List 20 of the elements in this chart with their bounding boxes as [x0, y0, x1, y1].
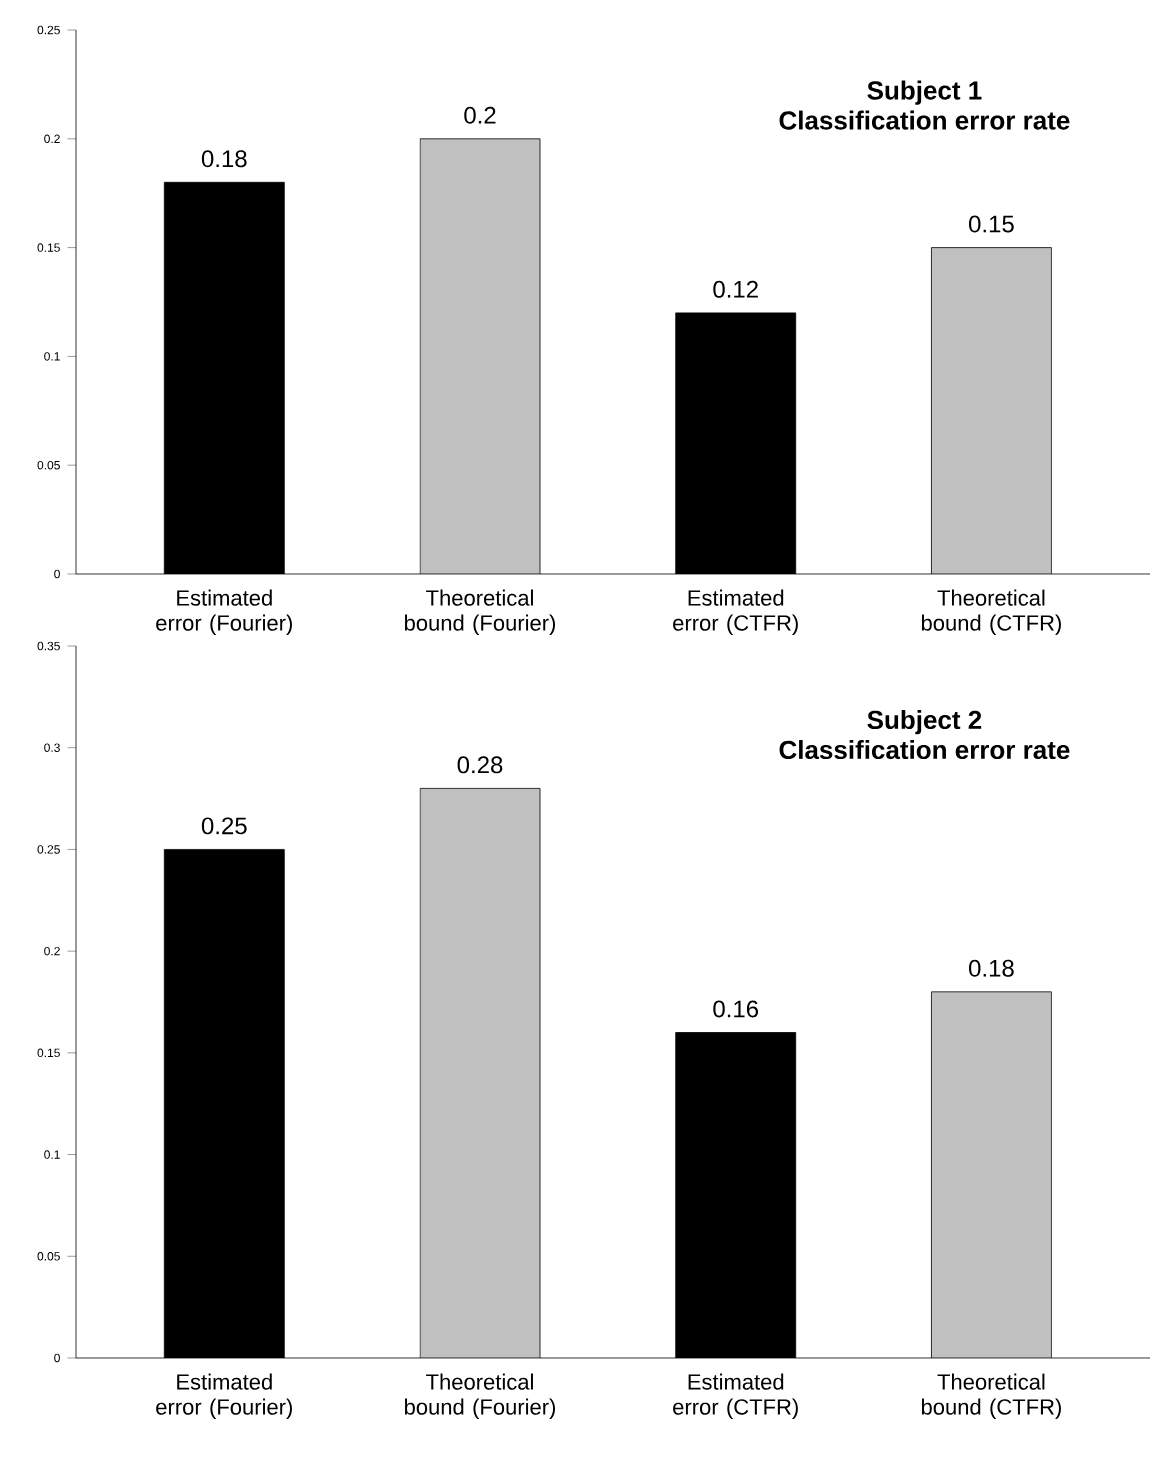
data-label: 0.18	[201, 150, 247, 168]
x-tick-label: Estimated error (Fourier)	[156, 589, 292, 636]
x-tick-label: Theoretical bound (CTFR)	[921, 1373, 1061, 1420]
text: Classification error rate	[779, 110, 1070, 130]
x-tick-label: Theoretical bound (Fourier)	[405, 1373, 556, 1420]
text: Subject 2	[867, 710, 982, 735]
x-tick-label: Theoretical bound (Fourier)	[405, 589, 556, 636]
data-label: 0.18	[969, 959, 1014, 977]
text: Subject 1	[867, 80, 982, 105]
x-tick-label: Estimated error (CTFR)	[673, 589, 798, 636]
data-label: 0.16	[713, 1000, 759, 1018]
data-label: 0.15	[969, 215, 1014, 233]
text: Classification error rate	[779, 740, 1070, 760]
data-label: 0.2	[464, 106, 496, 124]
x-tick-label: Theoretical bound (CTFR)	[921, 589, 1061, 636]
data-label: 0.12	[713, 280, 758, 298]
data-label: 0.25	[201, 817, 247, 835]
x-tick-label: Estimated error (Fourier)	[156, 1373, 292, 1420]
x-tick-label: Estimated error (CTFR)	[673, 1373, 798, 1420]
data-label: 0.28	[457, 756, 503, 774]
